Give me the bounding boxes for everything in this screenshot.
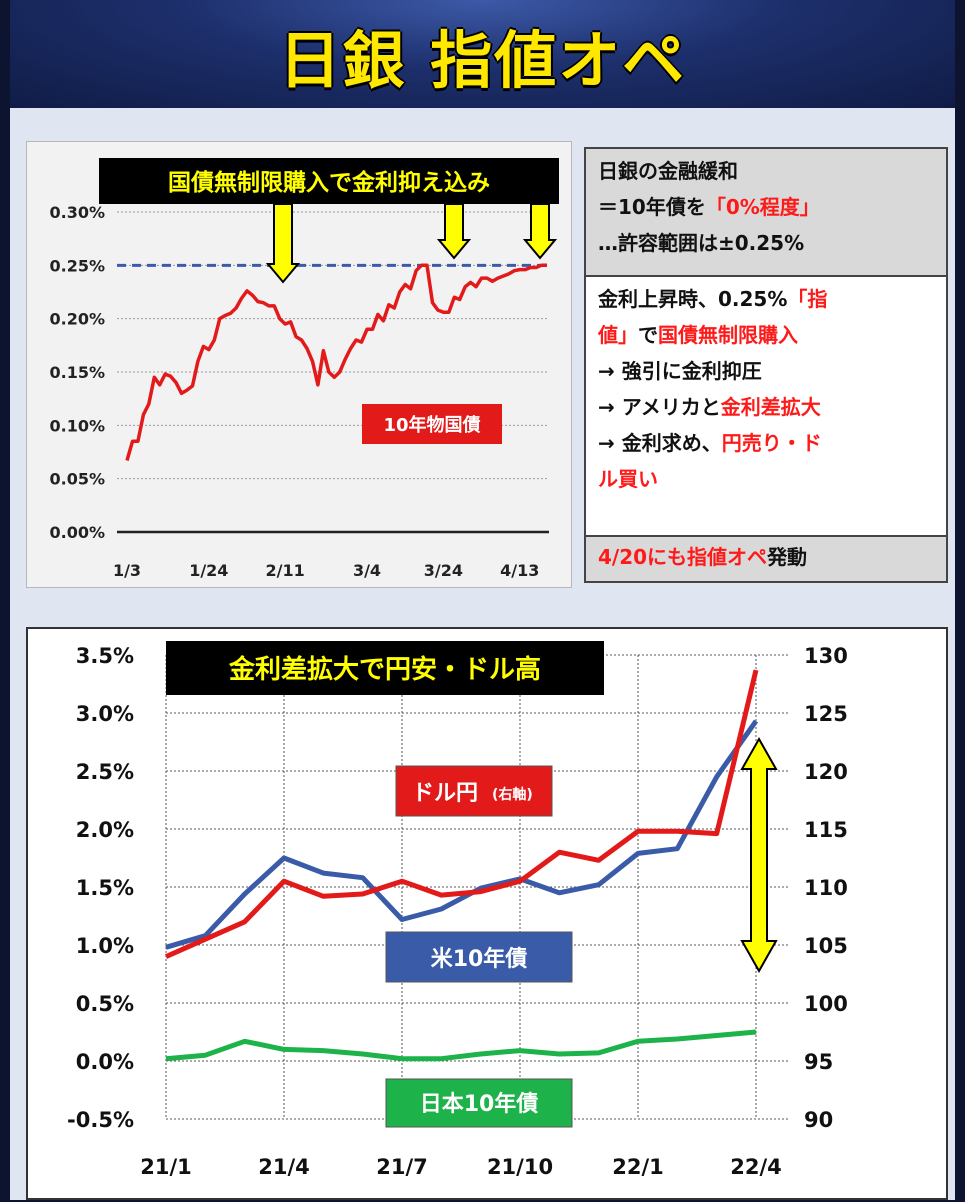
us10y-label: 米10年債 [431,946,528,972]
y-tick-label: 0.00% [49,523,105,542]
info-text: → アメリカと [598,395,721,419]
y-tick-label: 0.05% [49,470,105,489]
y-right-tick-label: 125 [804,702,848,726]
y-left-tick-label: 2.5% [76,760,134,784]
info-text: ＝10年債を [598,195,706,219]
yellow-arrow-icon [522,203,558,260]
yellow-arrow-icon [436,203,472,260]
x-tick-label: 2/11 [266,561,305,580]
usdjpy-label: ドル円 [412,781,478,806]
y-right-tick-label: 110 [804,876,848,900]
y-right-tick-label: 105 [804,934,848,958]
y-tick-label: 0.25% [49,256,105,275]
series-line-jp10y [165,1029,757,1062]
info-text-highlight: ル買い [598,467,658,491]
info-text: 日銀の金融緩和 [598,159,738,183]
x-tick-label: 21/4 [258,1155,310,1179]
y-left-tick-label: 3.5% [76,644,134,668]
y-right-tick-label: 90 [804,1108,833,1132]
top-chart: 0.00% 0.05% 0.10% 0.15% 0.20% 0.25% 0.30% 1/3 1/… [49,158,559,580]
info-text: → 金利求め、 [598,431,722,455]
info-box-mechanism: 金利上昇時、0.25%「指 値」で国債無制限購入 → 強引に金利抑圧 → アメリ… [584,277,948,537]
info-text-highlight: 値」 [598,323,638,347]
y-tick-label: 0.15% [49,363,105,382]
info-box-event: 4/20にも指値オペ発動 [584,537,948,583]
y-right-tick-label: 115 [804,818,848,842]
y-left-tick-label: 0.5% [76,992,134,1016]
info-text-highlight: 4/20にも指値オペ [598,545,768,569]
info-text-highlight: 「指 [787,287,828,311]
usdjpy-label-box [395,765,553,817]
banner-title: 金利差拡大で円安・ドル高 [228,654,541,685]
info-text-highlight: 国債無制限購入 [658,323,798,347]
banner-background [166,641,604,695]
info-text: で [638,323,658,347]
series-line-us10y [165,719,759,950]
x-tick-label: 3/24 [424,561,463,580]
bottom-chart-panel: 3.5% 3.0% 2.5% 2.0% 1.5% 1.0% 0.5% 0.0% -0.5% 130… [26,627,948,1200]
y-tick-label: 0.20% [49,310,105,329]
x-tick-label: 1/24 [189,561,228,580]
y-left-tick-label: 3.0% [76,702,134,726]
banner-background [99,158,559,204]
x-tick-label: 4/13 [500,561,539,580]
info-text: …許容範囲は±0.25% [598,231,805,255]
x-tick-label: 22/1 [612,1155,664,1179]
y-tick-label: 0.10% [49,416,105,435]
info-text-highlight: 金利差拡大 [720,395,821,419]
bottom-chart: 3.5% 3.0% 2.5% 2.0% 1.5% 1.0% 0.5% 0.0% -0.5% 130… [67,641,848,1179]
page-title: 日銀 指値オペ [278,24,687,97]
y-left-tick-label: 1.0% [76,934,134,958]
us10y-label-box [385,931,573,983]
y-left-tick-label: 1.5% [76,876,134,900]
yellow-arrow-icon [265,203,301,284]
jp10y-label: 日本10年債 [420,1091,539,1117]
x-tick-label: 21/1 [140,1155,192,1179]
double-arrow-icon [740,736,778,974]
y-left-tick-label: 0.0% [76,1050,134,1074]
info-text-highlight: 円売り・ド [721,431,822,455]
usdjpy-label-note: (右軸) [492,786,533,803]
series-line-usdjpy [164,669,759,959]
info-text: 発動 [767,545,808,569]
info-box-policy: 日銀の金融緩和 ＝10年債を「0%程度」 …許容範囲は±0.25% [584,147,948,277]
info-text: → 強引に金利抑圧 [598,359,762,383]
y-left-tick-label: 2.0% [76,818,134,842]
jp10y-label-box [385,1078,573,1128]
header-banner: 日銀 指値オペ [10,0,955,108]
x-tick-label: 3/4 [353,561,381,580]
y-right-tick-label: 120 [804,760,848,784]
series-label-box [362,404,502,444]
series-line-jgb10y [125,263,547,461]
y-right-tick-label: 100 [804,992,848,1016]
top-chart-panel: 0.00% 0.05% 0.10% 0.15% 0.20% 0.25% 0.30% 1/3 1/… [26,141,572,588]
x-tick-label: 1/3 [113,561,141,580]
y-left-tick-label: -0.5% [67,1108,134,1132]
banner-title: 国債無制限購入で金利抑え込み [168,169,490,196]
y-right-tick-label: 130 [804,644,848,668]
x-tick-label: 21/10 [487,1155,553,1179]
info-text: 金利上昇時、0.25% [598,287,788,311]
info-panel: 日銀の金融緩和 ＝10年債を「0%程度」 …許容範囲は±0.25% 金利上昇時、… [584,147,948,583]
x-tick-label: 22/4 [730,1155,782,1179]
series-label: 10年物国債 [383,414,480,436]
y-tick-label: 0.30% [49,203,105,222]
x-tick-label: 21/7 [376,1155,428,1179]
info-text-highlight: 「0%程度」 [705,195,820,219]
y-right-tick-label: 95 [804,1050,833,1074]
